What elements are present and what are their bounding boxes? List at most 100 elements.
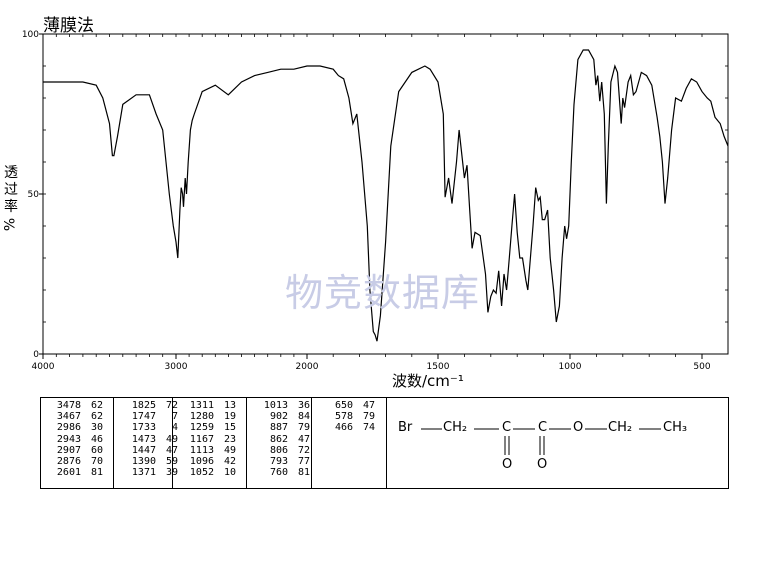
peak-transmittance: 15: [223, 422, 236, 434]
atom-ch3: CH₃: [663, 420, 688, 435]
peak-wavenumber: 2943: [56, 433, 81, 445]
peak-table-divider: [311, 398, 312, 488]
peak-transmittance: 59: [165, 455, 178, 467]
peak-table-row: 578 79: [317, 411, 375, 422]
chemical-structure: Br CH₂ C C O CH₂ CH₃ O O: [386, 397, 729, 489]
peak-transmittance: 47: [362, 400, 375, 411]
peak-table-row: 2986 30: [45, 422, 103, 433]
peak-table-row: 862 47: [252, 434, 310, 445]
peak-transmittance: 62: [90, 400, 103, 411]
peak-transmittance: 79: [362, 411, 375, 423]
y-axis-label-unit: %: [2, 217, 19, 232]
peak-table-row: 3478 62: [45, 400, 103, 411]
peak-transmittance: 39: [165, 467, 178, 479]
peak-transmittance: 72: [165, 400, 178, 411]
peak-wavenumber: 2876: [56, 455, 81, 467]
peak-table-row: 1052 10: [178, 467, 236, 478]
peak-wavenumber: 1747: [131, 411, 156, 423]
peak-wavenumber: 1096: [189, 455, 214, 467]
peak-transmittance: 7: [171, 411, 178, 423]
peak-transmittance: 10: [223, 467, 236, 479]
y-axis-label-char: 过: [4, 182, 18, 198]
y-axis-label-char: 透: [4, 165, 18, 181]
peak-wavenumber: 1113: [189, 444, 214, 456]
peak-wavenumber: 2986: [56, 422, 81, 434]
peak-table-row: 2876 70: [45, 456, 103, 467]
peak-table-row: 1371 39: [120, 467, 178, 478]
atom-o: O: [537, 457, 548, 472]
peak-table-row: 793 77: [252, 456, 310, 467]
x-tick-label: 1000: [559, 362, 582, 372]
x-tick-label: 500: [693, 362, 710, 372]
peak-wavenumber: 1825: [131, 400, 156, 411]
x-tick-label: 4000: [32, 362, 55, 372]
peak-transmittance: 70: [90, 455, 103, 467]
peak-table-row: 1390 59: [120, 456, 178, 467]
peak-table-divider: [246, 398, 247, 488]
peak-transmittance: 81: [90, 467, 103, 479]
peak-wavenumber: 2907: [56, 444, 81, 456]
peak-wavenumber: 1052: [189, 467, 214, 479]
peak-table-row: 1167 23: [178, 434, 236, 445]
atom-o: O: [573, 420, 584, 435]
peak-wavenumber: 1447: [131, 444, 156, 456]
peak-transmittance: 46: [90, 433, 103, 445]
peak-transmittance: 74: [362, 422, 375, 434]
peak-table-column: 1311 13 1280 19 1259 15 1167 23 1113 49 1096 42 1052…: [178, 400, 236, 478]
peak-wavenumber: 902: [269, 411, 288, 423]
y-axis-ticks: 0 50 100: [22, 30, 728, 360]
peak-transmittance: 81: [297, 467, 310, 479]
y-axis-label: 透 过 率 %: [2, 165, 20, 233]
atom-c: C: [502, 420, 512, 435]
peak-table-divider: [172, 398, 173, 488]
peak-transmittance: 62: [90, 411, 103, 423]
atom-br: Br: [398, 420, 413, 435]
watermark: 物竞数据库: [285, 271, 481, 315]
peak-transmittance: 60: [90, 444, 103, 456]
peak-table-column: 1825 72 1747 7 1733 4 1473 49 1447 47 1390 59 1371 39: [120, 400, 178, 478]
peak-table-row: 650 47: [317, 400, 375, 411]
peak-wavenumber: 1280: [189, 411, 214, 423]
peak-wavenumber: 1167: [189, 433, 214, 445]
peak-table-row: 1280 19: [178, 411, 236, 422]
peak-wavenumber: 578: [334, 411, 353, 423]
structure-drawing: [421, 428, 661, 455]
x-axis-label: 波数/cm⁻¹: [392, 372, 464, 390]
peak-table: 3478 62 3467 62 2986 30 2943 46 2907 60 2876 70 2601…: [40, 397, 387, 489]
peak-transmittance: 47: [297, 433, 310, 445]
peak-wavenumber: 862: [269, 433, 288, 445]
peak-table-column: 650 47 578 79 466 74: [317, 400, 375, 434]
x-tick-label: 3000: [165, 362, 188, 372]
y-axis-label-char: 率: [4, 199, 18, 215]
peak-wavenumber: 650: [334, 400, 353, 411]
y-tick-label: 50: [28, 190, 40, 200]
chart-title: 薄膜法: [43, 16, 94, 36]
peak-wavenumber: 1013: [263, 400, 288, 411]
peak-transmittance: 23: [223, 433, 236, 445]
peak-wavenumber: 806: [269, 444, 288, 456]
peak-table-column: 3478 62 3467 62 2986 30 2943 46 2907 60 2876 70 2601…: [45, 400, 103, 478]
peak-wavenumber: 793: [269, 455, 288, 467]
peak-table-row: 1311 13: [178, 400, 236, 411]
peak-table-divider: [113, 398, 114, 488]
y-tick-label: 0: [33, 350, 39, 360]
y-tick-label: 100: [22, 30, 39, 40]
peak-transmittance: 84: [297, 411, 310, 423]
peak-transmittance: 49: [223, 444, 236, 456]
peak-transmittance: 13: [223, 400, 236, 411]
atom-c: C: [538, 420, 548, 435]
peak-table-row: 466 74: [317, 422, 375, 433]
peak-wavenumber: 887: [269, 422, 288, 434]
peak-table-row: 1259 15: [178, 422, 236, 433]
atom-ch2: CH₂: [443, 420, 468, 435]
peak-table-row: 1113 49: [178, 445, 236, 456]
peak-transmittance: 42: [223, 455, 236, 467]
peak-transmittance: 72: [297, 444, 310, 456]
peak-table-row: 2907 60: [45, 445, 103, 456]
peak-wavenumber: 760: [269, 467, 288, 479]
peak-wavenumber: 1371: [131, 467, 156, 479]
peak-wavenumber: 1390: [131, 455, 156, 467]
peak-wavenumber: 1311: [189, 400, 214, 411]
peak-wavenumber: 1733: [131, 422, 156, 434]
peak-wavenumber: 1259: [189, 422, 214, 434]
